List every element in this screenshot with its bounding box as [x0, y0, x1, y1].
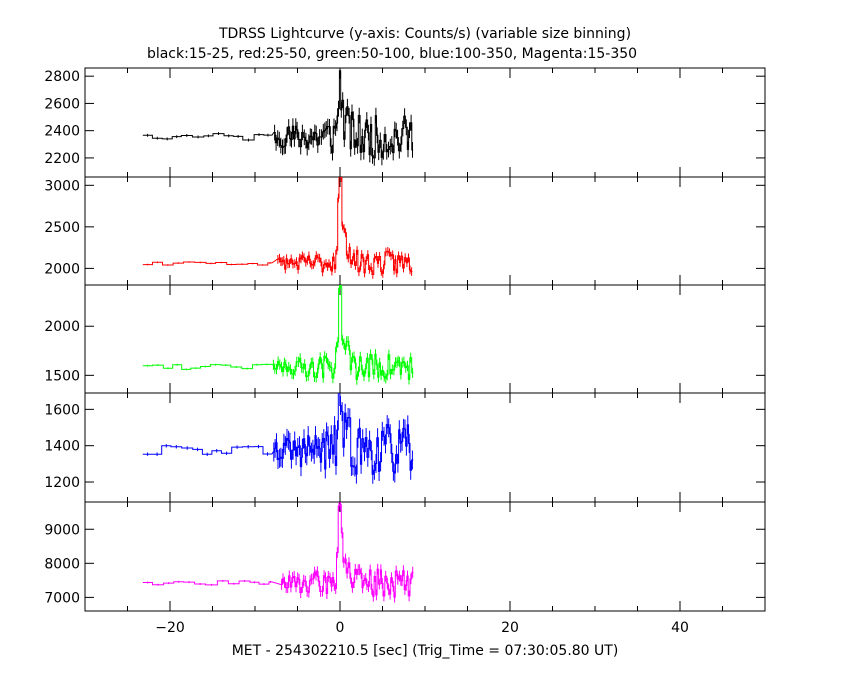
series-errorbars-15-25: [147, 68, 413, 166]
chart-subtitle: black:15-25, red:25-50, green:50-100, bl…: [147, 46, 637, 62]
x-tick-label: −20: [155, 620, 185, 636]
y-tick-label: 8000: [44, 556, 80, 572]
series-line-50-100: [142, 285, 414, 380]
panel-frame: [84, 501, 766, 612]
series-errorbars-25-50: [147, 177, 413, 279]
panel-1: 2200 2400 2600 2800: [44, 67, 766, 178]
y-tick-label: 1500: [44, 368, 80, 384]
y-tick-label: 2200: [44, 151, 80, 167]
y-tick-label: 3000: [44, 178, 80, 194]
series-errorbars-15-350: [147, 502, 414, 603]
y-tick-label: 2000: [44, 261, 80, 277]
y-tick-label: 1400: [44, 439, 80, 455]
panel-5: 7000 8000 9000: [44, 501, 766, 612]
panel-frame: [84, 67, 766, 178]
chart-title: TDRSS Lightcurve (y-axis: Counts/s) (var…: [218, 26, 631, 42]
y-tick-label: 1200: [44, 475, 80, 491]
x-tick-label: 0: [336, 620, 345, 636]
y-tick-label: 2800: [44, 69, 80, 85]
x-tick-label: 20: [501, 620, 519, 636]
panel-frame: [84, 284, 766, 394]
series-errorbars-100-350: [147, 396, 413, 484]
panels: 2200 2400 2600 2800 2000 2500 3000 1500 2000 1200…: [44, 67, 766, 636]
x-axis-label: MET - 254302210.5 [sec] (Trig_Time = 07:…: [232, 643, 619, 659]
series-line-15-350: [142, 504, 414, 598]
y-tick-label: 2500: [44, 220, 80, 236]
y-tick-label: 1600: [44, 402, 80, 418]
panel-frame: [84, 176, 766, 286]
y-tick-label: 2000: [44, 319, 80, 335]
panel-3: 1500 2000: [44, 284, 766, 394]
panel-4: 1200 1400 1600: [44, 392, 766, 503]
y-tick-label: 2600: [44, 96, 80, 112]
series-line-25-50: [142, 177, 413, 275]
x-tick-label: 40: [671, 620, 689, 636]
panel-2: 2000 2500 3000: [44, 176, 766, 286]
y-tick-label: 9000: [44, 522, 80, 538]
series-errorbars-50-100: [147, 285, 414, 385]
y-tick-label: 7000: [44, 590, 80, 606]
y-tick-label: 2400: [44, 124, 80, 140]
